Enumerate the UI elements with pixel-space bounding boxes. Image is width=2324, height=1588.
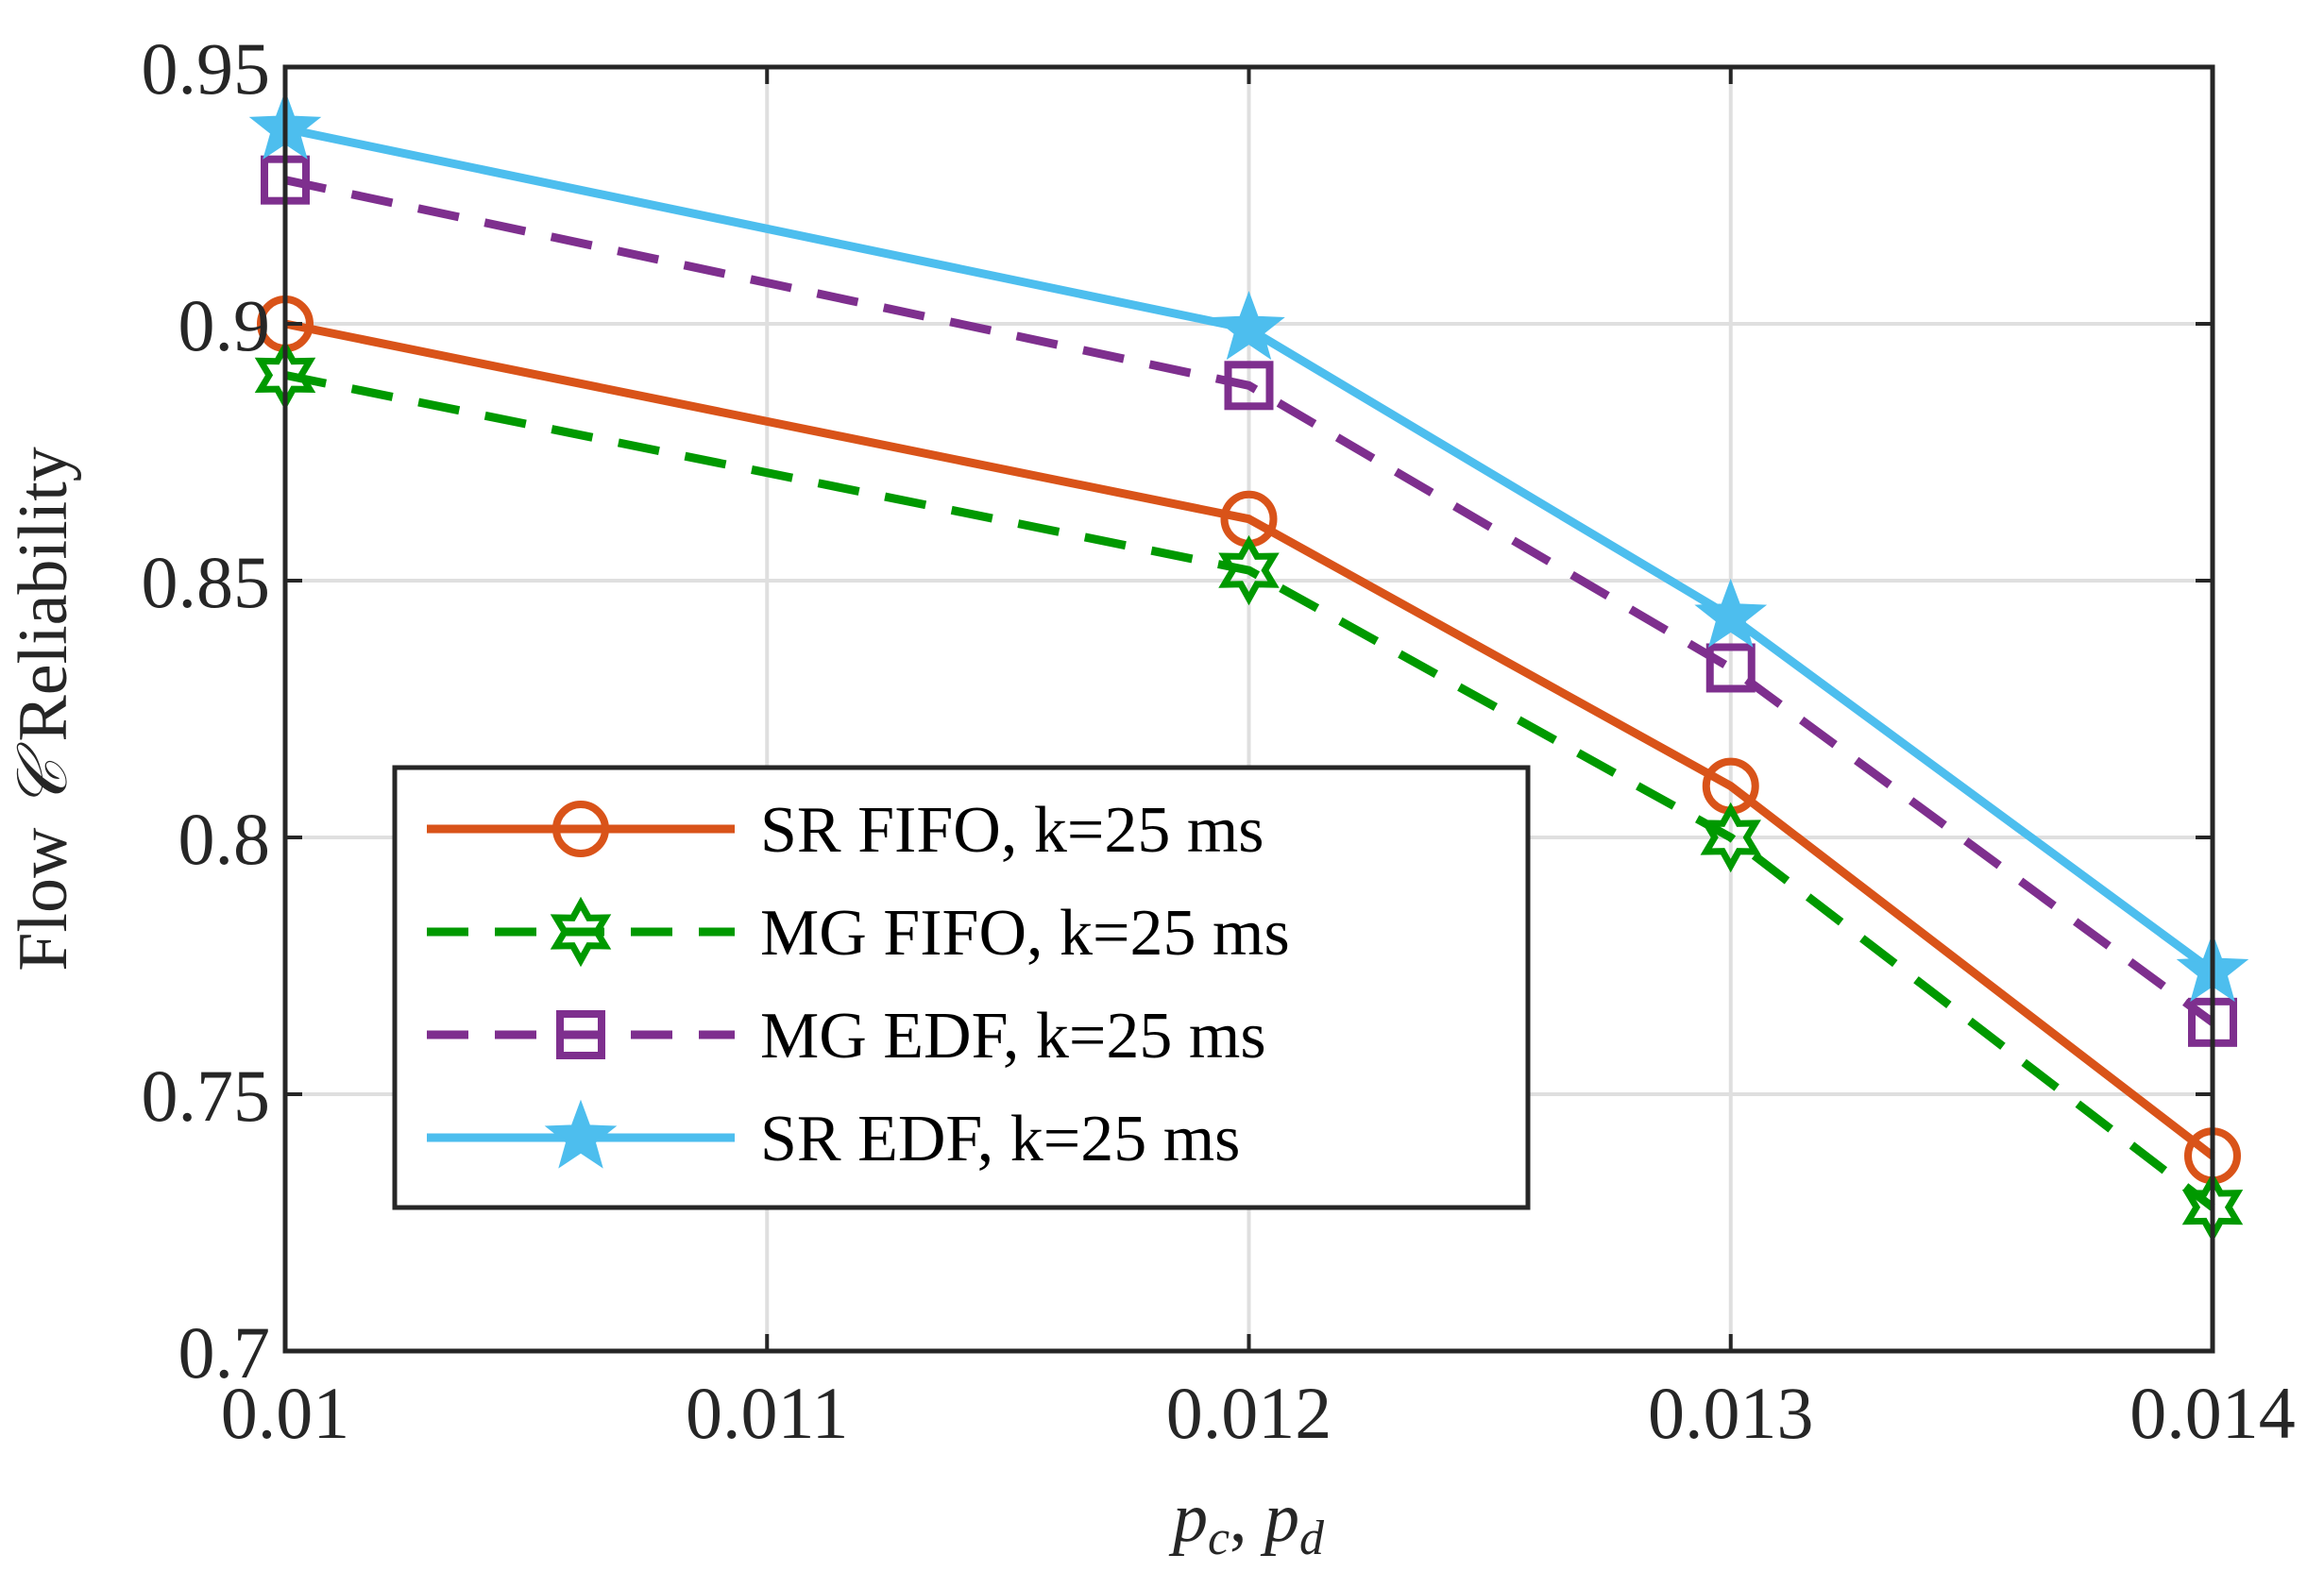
y-tick-label: 0.95: [142, 27, 271, 110]
legend-item-square: MG EDF, k=25 ms: [427, 1000, 1266, 1073]
x-axis-label-sub-d: d: [1299, 1512, 1325, 1565]
legend-label: SR EDF, k=25 ms: [760, 1103, 1240, 1175]
ticks: 0.01 0.011 0.012 0.013 0.014 0.7 0.75 0.8 0.85 0.…: [142, 27, 2296, 1454]
y-tick-label: 0.85: [142, 541, 271, 623]
y-tick-label: 0.9: [178, 284, 271, 366]
series-line: [284, 176, 2215, 1026]
y-tick-label: 0.8: [178, 798, 271, 880]
x-tick-label: 0.011: [686, 1372, 849, 1454]
legend-items: SR FIFO, k=25 ms MG FIFO, k=25 ms MG EDF, …: [427, 794, 1290, 1175]
series-layer: [248, 90, 2249, 1242]
data-point-star: [1213, 291, 1285, 361]
x-tick-label: 0.013: [1648, 1372, 1814, 1454]
legend-label: MG FIFO, k=25 ms: [760, 897, 1290, 970]
x-axis-label-p1: p: [1168, 1479, 1208, 1557]
legend-item-hexagram: MG FIFO, k=25 ms: [427, 896, 1290, 970]
series-line: [284, 124, 2215, 975]
legend-marker-star: [544, 1099, 618, 1169]
legend: SR FIFO, k=25 ms MG FIFO, k=25 ms MG EDF, …: [392, 765, 1531, 1210]
x-tick-label: 0.012: [1166, 1372, 1332, 1454]
data-point-star: [1694, 578, 1768, 648]
series-line: [284, 319, 2215, 1159]
x-tick-label: 0.01: [221, 1372, 350, 1454]
y-axis-label-prefix: Flow: [5, 810, 82, 971]
series-line: [284, 370, 2215, 1211]
x-axis-label-sep: ,: [1230, 1479, 1264, 1557]
legend-marker-hexagram: [550, 896, 612, 968]
x-tick-label: 0.014: [2129, 1372, 2296, 1454]
legend-item-star: SR EDF, k=25 ms: [427, 1099, 1240, 1175]
y-tick-label: 0.75: [142, 1055, 271, 1137]
data-point-hexagram: [1700, 802, 1761, 873]
legend-item-circle: SR FIFO, k=25 ms: [427, 794, 1264, 867]
y-axis-label: Flow 𝒞 Reliability: [5, 447, 82, 971]
x-axis-label-sub-c: c: [1208, 1512, 1230, 1565]
y-axis-label-suffix: Reliability: [5, 447, 82, 759]
legend-label: MG EDF, k=25 ms: [760, 1000, 1266, 1073]
data-point-hexagram: [1218, 534, 1280, 606]
x-axis-label: pc, pd: [1168, 1479, 1325, 1565]
x-axis-label-p2: p: [1260, 1479, 1299, 1557]
legend-marker-circle: [552, 801, 609, 857]
y-tick-label: 0.7: [178, 1311, 271, 1394]
legend-marker-square: [556, 1010, 605, 1059]
data-point-square: [1705, 643, 1756, 693]
legend-label: SR FIFO, k=25 ms: [760, 794, 1264, 867]
data-point-square: [1224, 361, 1274, 411]
